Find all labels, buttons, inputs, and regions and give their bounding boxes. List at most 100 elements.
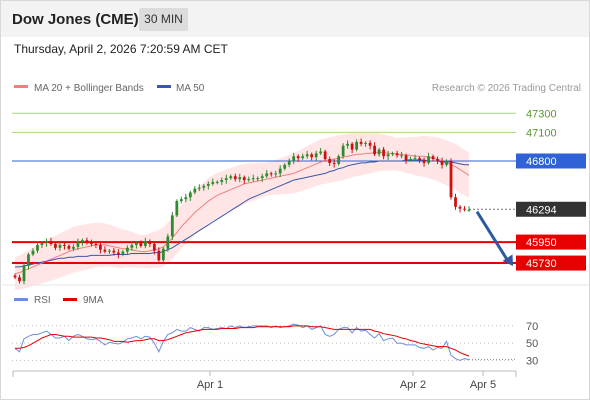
timeframe-badge[interactable]: 30 MIN [139, 8, 188, 31]
rsi-panel: 70 50 30 [12, 321, 538, 367]
candle [49, 237, 53, 246]
chart-header: Dow Jones (CME) 30 MIN [1, 1, 589, 37]
candle [27, 252, 30, 270]
candle [161, 247, 165, 263]
ma50-legend-swatch [157, 85, 171, 88]
candle [436, 156, 439, 165]
ma50-line [15, 159, 469, 268]
candle-body [215, 181, 219, 183]
level-box-46800 [516, 153, 586, 169]
candle-body [467, 209, 471, 211]
candle [94, 242, 98, 248]
candle-body [112, 250, 116, 253]
candle-body [305, 154, 309, 157]
candle [85, 237, 89, 245]
candle [265, 169, 269, 178]
level-label-47300: 47300 [526, 108, 557, 120]
candlestick-series [13, 138, 471, 285]
candle-body [85, 240, 89, 244]
candle-body [359, 141, 363, 144]
candle-body [278, 168, 282, 174]
candle-body [350, 143, 354, 150]
candle-body [292, 156, 296, 161]
candle-body [229, 176, 233, 179]
candle-body [328, 159, 332, 163]
candle-body [242, 177, 246, 181]
candle-body [296, 156, 300, 159]
candle-body [400, 155, 403, 157]
candle [108, 248, 111, 254]
x-axis-ticks: Apr 1 Apr 2 Apr 5 [197, 371, 496, 391]
candle [238, 173, 242, 183]
rsi-line [14, 323, 470, 361]
candle [202, 184, 206, 191]
candle [445, 159, 448, 167]
candle-body [179, 199, 183, 202]
candle [18, 274, 21, 284]
candle [467, 206, 471, 213]
level-label-46800: 46800 [526, 156, 557, 168]
candle-body [395, 153, 399, 156]
candle [40, 241, 44, 248]
candle [125, 245, 129, 254]
candle-body [413, 158, 417, 160]
forecast-arrow [475, 210, 513, 267]
candle-body [27, 254, 30, 266]
candle [364, 141, 368, 147]
candle [260, 173, 264, 182]
candle-body [202, 185, 206, 188]
candle-body [409, 159, 412, 161]
candle [292, 152, 296, 165]
candle [193, 186, 197, 195]
candle-body [166, 236, 170, 249]
candle [76, 238, 80, 250]
candle [90, 239, 93, 247]
candle-body [431, 156, 435, 160]
candle-body [346, 143, 350, 146]
candle [400, 151, 403, 159]
candle [215, 180, 219, 185]
candle [121, 249, 125, 257]
candle-body [49, 241, 53, 244]
candle [382, 146, 385, 160]
candle [359, 138, 363, 147]
candle [179, 196, 183, 204]
candle [67, 244, 71, 251]
candle [346, 140, 350, 149]
candle-body [13, 275, 17, 278]
candle [175, 199, 179, 218]
ma20-legend-swatch [14, 85, 28, 88]
candle [242, 175, 246, 184]
candle [377, 147, 381, 157]
candle-body [427, 156, 430, 163]
candle [418, 156, 421, 164]
candle [148, 239, 152, 248]
candle-body [458, 206, 462, 209]
candle [269, 171, 273, 177]
rsi-ma-line [15, 325, 470, 357]
candle-body [81, 240, 84, 243]
candle-body [391, 153, 394, 155]
candle-body [220, 180, 224, 182]
x-tick-label: Apr 2 [400, 379, 426, 391]
candle [197, 184, 201, 192]
candle [157, 247, 161, 262]
candle-body [76, 242, 80, 247]
candle-body [125, 247, 129, 252]
candle-body [355, 141, 359, 150]
level-box-45730 [516, 255, 586, 271]
candle [233, 173, 237, 182]
candle-body [418, 158, 421, 161]
candle [391, 151, 394, 157]
candle [314, 150, 318, 161]
candle-body [72, 246, 75, 249]
candle-body [454, 197, 457, 207]
candle [152, 241, 156, 255]
candle-body [54, 243, 57, 248]
candle-body [283, 164, 287, 169]
candle-body [323, 151, 327, 160]
candle [184, 193, 188, 203]
candle-body [449, 161, 453, 198]
rsi-tick-50: 50 [526, 338, 538, 350]
